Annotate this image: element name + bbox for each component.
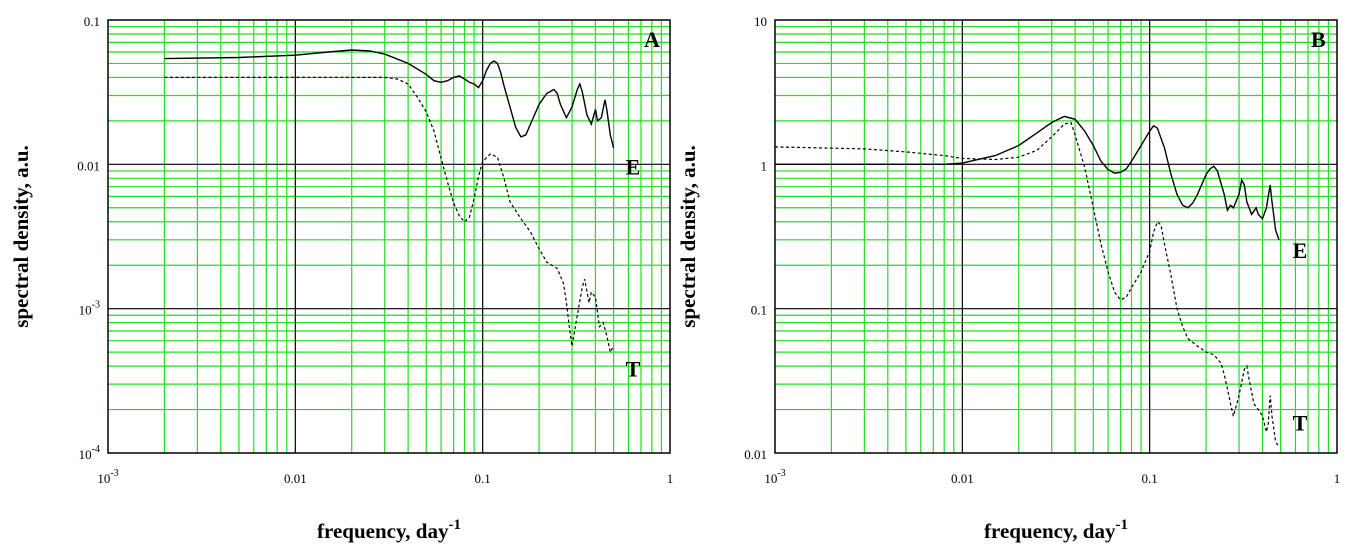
series-label-E: E (1293, 238, 1308, 263)
panel-letter: B (1311, 27, 1326, 52)
x-tick-label: 1 (1334, 471, 1341, 486)
x-tick-label: 0.01 (951, 471, 974, 486)
x-tick-label: 0.1 (475, 471, 491, 486)
x-tick-label: 10-3 (764, 468, 785, 486)
x-axis-label: frequency, day-1 (317, 517, 461, 543)
grid (775, 20, 1337, 453)
y-tick-label: 10-3 (79, 300, 100, 318)
panel-a: E T A 10-3 0.01 0.1 1 10-4 10-3 0.01 0.1 frequency,… (9, 14, 673, 543)
y-tick-label: 0.1 (751, 303, 767, 318)
y-tick-label: 0.01 (77, 158, 100, 173)
y-tick-label: 1 (761, 158, 768, 173)
panel-letter: A (644, 27, 660, 52)
x-tick-label: 0.1 (1142, 471, 1158, 486)
series-line-T (774, 121, 1280, 448)
series-label-T: T (1293, 411, 1308, 436)
x-tick-label: 0.01 (284, 471, 307, 486)
y-tick-label: 10 (754, 14, 767, 29)
plot-frame (107, 19, 671, 454)
y-tick-label: 10-4 (79, 444, 100, 462)
y-tick-label: 0.1 (84, 14, 100, 29)
series-label-E: E (626, 155, 641, 180)
grid (108, 20, 670, 453)
x-axis-label: frequency, day-1 (984, 517, 1128, 543)
panel-b: E T B 10-3 0.01 0.1 1 0.01 0.1 1 10 frequency, day-… (676, 14, 1340, 543)
series-line-T (164, 76, 615, 354)
x-tick-label: 10-3 (97, 468, 118, 486)
plot-frame (774, 19, 1338, 454)
x-tick-label: 1 (667, 471, 674, 486)
y-tick-label: 0.01 (744, 447, 767, 462)
series-label-T: T (626, 356, 641, 381)
y-axis-label: spectral density, a.u. (676, 145, 700, 328)
series-line-E (164, 49, 615, 149)
series-line-E (775, 115, 1280, 241)
y-axis-label: spectral density, a.u. (9, 145, 33, 328)
